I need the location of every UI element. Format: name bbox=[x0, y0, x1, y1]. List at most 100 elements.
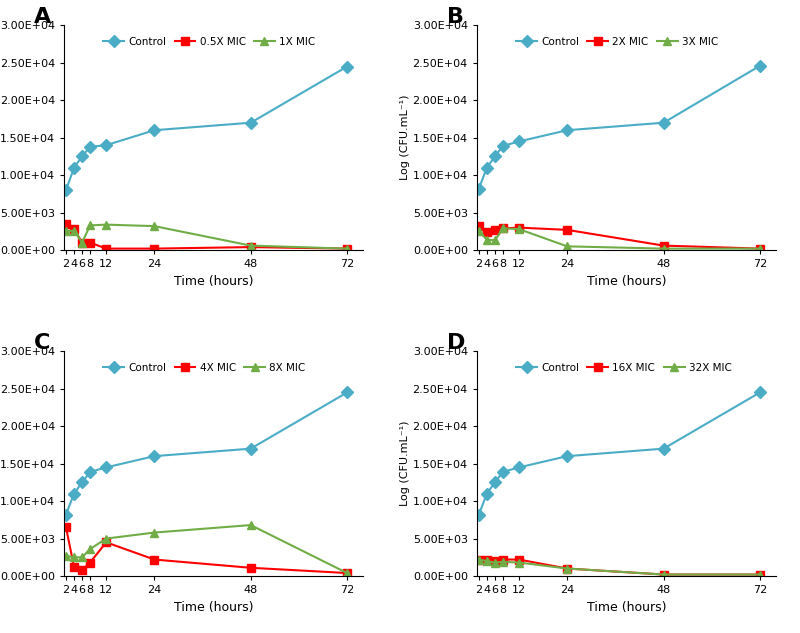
Control bbox=[86, 143, 95, 151]
Line: 2X MIC: 2X MIC bbox=[474, 222, 764, 253]
Control bbox=[102, 141, 111, 149]
4X MIC bbox=[62, 523, 71, 531]
16X MIC bbox=[474, 556, 484, 563]
1X MIC bbox=[70, 227, 79, 234]
Control bbox=[78, 479, 87, 486]
32X MIC bbox=[658, 571, 668, 579]
X-axis label: Time (hours): Time (hours) bbox=[174, 601, 254, 613]
Control bbox=[62, 186, 71, 194]
Control bbox=[490, 479, 500, 486]
Line: 32X MIC: 32X MIC bbox=[474, 555, 764, 579]
Control bbox=[342, 389, 352, 396]
3X MIC bbox=[755, 245, 765, 253]
8X MIC bbox=[342, 569, 352, 577]
Control bbox=[246, 119, 255, 127]
Y-axis label: Log (CFU.mL⁻¹): Log (CFU.mL⁻¹) bbox=[400, 421, 410, 506]
2X MIC bbox=[514, 224, 524, 232]
X-axis label: Time (hours): Time (hours) bbox=[174, 275, 254, 287]
0.5X MIC bbox=[78, 239, 87, 246]
X-axis label: Time (hours): Time (hours) bbox=[586, 601, 666, 613]
Control bbox=[514, 137, 524, 145]
16X MIC bbox=[490, 557, 500, 565]
Control bbox=[150, 127, 159, 134]
1X MIC bbox=[246, 242, 255, 249]
2X MIC bbox=[482, 229, 492, 236]
1X MIC bbox=[342, 245, 352, 253]
Line: 0.5X MIC: 0.5X MIC bbox=[62, 220, 351, 253]
Control bbox=[755, 389, 765, 396]
Text: C: C bbox=[34, 333, 50, 353]
8X MIC bbox=[86, 545, 95, 553]
4X MIC bbox=[150, 556, 159, 563]
3X MIC bbox=[490, 237, 500, 244]
Legend: Control, 16X MIC, 32X MIC: Control, 16X MIC, 32X MIC bbox=[512, 359, 736, 377]
Line: Control: Control bbox=[62, 388, 351, 519]
Text: B: B bbox=[447, 8, 464, 27]
1X MIC bbox=[150, 222, 159, 230]
Control bbox=[514, 463, 524, 471]
3X MIC bbox=[514, 225, 524, 233]
0.5X MIC bbox=[342, 245, 352, 253]
Control bbox=[102, 463, 111, 471]
Y-axis label: Log (CFU.mL⁻¹): Log (CFU.mL⁻¹) bbox=[400, 95, 410, 180]
3X MIC bbox=[562, 242, 572, 250]
Line: 8X MIC: 8X MIC bbox=[62, 521, 351, 577]
Legend: Control, 0.5X MIC, 1X MIC: Control, 0.5X MIC, 1X MIC bbox=[99, 33, 319, 51]
2X MIC bbox=[474, 222, 484, 230]
8X MIC bbox=[102, 535, 111, 542]
32X MIC bbox=[498, 558, 508, 566]
Line: Control: Control bbox=[62, 63, 351, 194]
16X MIC bbox=[514, 556, 524, 563]
Control bbox=[78, 153, 87, 160]
2X MIC bbox=[498, 225, 508, 232]
16X MIC bbox=[482, 556, 492, 563]
0.5X MIC bbox=[150, 245, 159, 253]
4X MIC bbox=[70, 563, 79, 571]
Control bbox=[498, 468, 508, 475]
8X MIC bbox=[246, 522, 255, 529]
0.5X MIC bbox=[70, 225, 79, 233]
Control bbox=[498, 142, 508, 150]
1X MIC bbox=[78, 239, 87, 246]
3X MIC bbox=[482, 236, 492, 244]
Control bbox=[658, 445, 668, 453]
0.5X MIC bbox=[102, 245, 111, 253]
2X MIC bbox=[490, 226, 500, 234]
2X MIC bbox=[562, 226, 572, 234]
32X MIC bbox=[490, 559, 500, 567]
Line: 4X MIC: 4X MIC bbox=[62, 523, 351, 577]
8X MIC bbox=[70, 553, 79, 561]
X-axis label: Time (hours): Time (hours) bbox=[586, 275, 666, 287]
Line: 3X MIC: 3X MIC bbox=[474, 224, 764, 253]
0.5X MIC bbox=[62, 220, 71, 228]
32X MIC bbox=[482, 557, 492, 565]
4X MIC bbox=[102, 539, 111, 546]
Control bbox=[474, 511, 484, 518]
3X MIC bbox=[498, 225, 508, 232]
3X MIC bbox=[658, 245, 668, 253]
32X MIC bbox=[562, 565, 572, 572]
32X MIC bbox=[514, 559, 524, 567]
4X MIC bbox=[342, 569, 352, 577]
Control bbox=[562, 127, 572, 134]
1X MIC bbox=[86, 222, 95, 229]
4X MIC bbox=[246, 564, 255, 572]
Legend: Control, 2X MIC, 3X MIC: Control, 2X MIC, 3X MIC bbox=[512, 33, 722, 51]
16X MIC bbox=[498, 556, 508, 563]
Control bbox=[474, 185, 484, 192]
1X MIC bbox=[102, 221, 111, 229]
Control bbox=[62, 511, 71, 518]
Text: D: D bbox=[447, 333, 466, 353]
Control bbox=[490, 153, 500, 160]
1X MIC bbox=[62, 228, 71, 235]
16X MIC bbox=[755, 571, 765, 579]
8X MIC bbox=[62, 552, 71, 560]
Line: 1X MIC: 1X MIC bbox=[62, 220, 351, 253]
32X MIC bbox=[474, 556, 484, 563]
4X MIC bbox=[78, 567, 87, 574]
Control bbox=[562, 453, 572, 460]
8X MIC bbox=[78, 553, 87, 561]
Control bbox=[482, 490, 492, 498]
Control bbox=[658, 119, 668, 127]
32X MIC bbox=[755, 571, 765, 579]
